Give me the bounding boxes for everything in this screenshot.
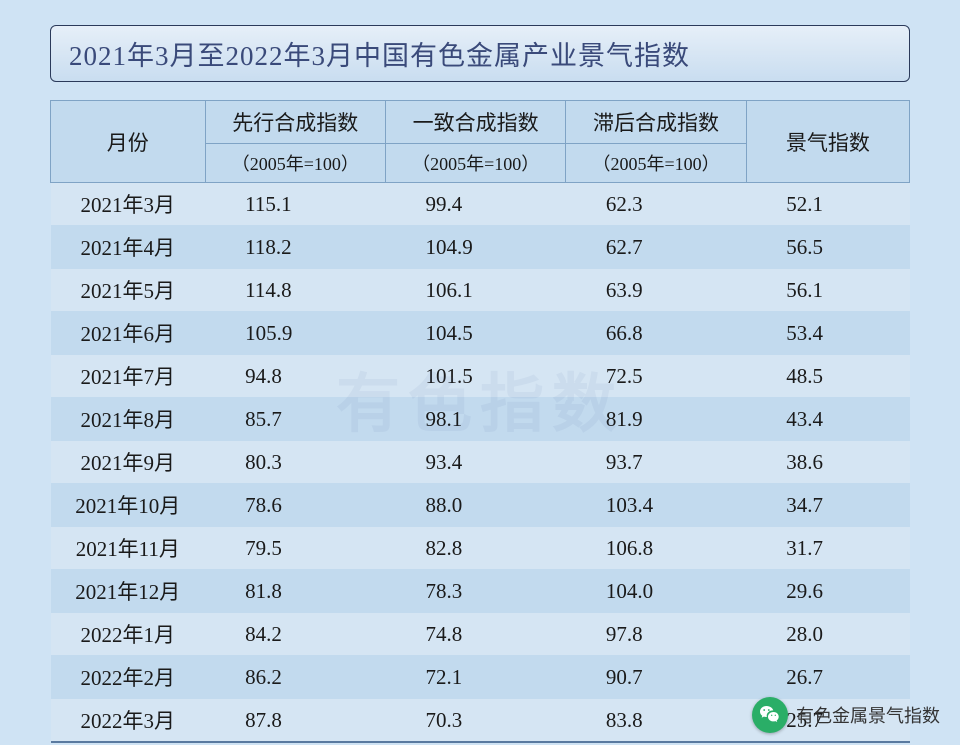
col-leading-base: （2005年=100） xyxy=(205,144,385,183)
footer: 有色金属景气指数 xyxy=(752,697,940,733)
cell-month: 2021年9月 xyxy=(51,441,206,484)
col-leading: 先行合成指数 xyxy=(205,101,385,144)
table-header: 月份 先行合成指数 一致合成指数 滞后合成指数 景气指数 （2005年=100）… xyxy=(51,101,910,183)
cell-month: 2022年3月 xyxy=(51,699,206,743)
cell-lagging: 72.5 xyxy=(566,355,746,398)
col-coincident: 一致合成指数 xyxy=(385,101,565,144)
table-container: 月份 先行合成指数 一致合成指数 滞后合成指数 景气指数 （2005年=100）… xyxy=(50,100,910,743)
title-banner: 2021年3月至2022年3月中国有色金属产业景气指数 xyxy=(50,25,910,82)
cell-coincident: 72.1 xyxy=(385,656,565,699)
cell-leading: 87.8 xyxy=(205,699,385,743)
cell-leading: 114.8 xyxy=(205,269,385,312)
cell-lagging: 90.7 xyxy=(566,656,746,699)
cell-boom: 31.7 xyxy=(746,527,909,570)
cell-lagging: 66.8 xyxy=(566,312,746,355)
table-body: 2021年3月115.199.462.352.12021年4月118.2104.… xyxy=(51,183,910,743)
cell-coincident: 82.8 xyxy=(385,527,565,570)
cell-lagging: 106.8 xyxy=(566,527,746,570)
cell-month: 2021年8月 xyxy=(51,398,206,441)
cell-boom: 28.0 xyxy=(746,613,909,656)
cell-leading: 78.6 xyxy=(205,484,385,527)
cell-month: 2021年7月 xyxy=(51,355,206,398)
cell-leading: 94.8 xyxy=(205,355,385,398)
cell-month: 2021年5月 xyxy=(51,269,206,312)
cell-boom: 38.6 xyxy=(746,441,909,484)
table-row: 2022年2月86.272.190.726.7 xyxy=(51,656,910,699)
cell-month: 2021年3月 xyxy=(51,183,206,226)
wechat-icon xyxy=(752,697,788,733)
cell-leading: 81.8 xyxy=(205,570,385,613)
col-lagging-base: （2005年=100） xyxy=(566,144,746,183)
cell-lagging: 104.0 xyxy=(566,570,746,613)
table-row: 2021年9月80.393.493.738.6 xyxy=(51,441,910,484)
cell-coincident: 104.9 xyxy=(385,226,565,269)
cell-leading: 85.7 xyxy=(205,398,385,441)
cell-boom: 43.4 xyxy=(746,398,909,441)
table-row: 2021年4月118.2104.962.756.5 xyxy=(51,226,910,269)
footer-label: 有色金属景气指数 xyxy=(796,702,940,728)
cell-boom: 26.7 xyxy=(746,656,909,699)
cell-coincident: 70.3 xyxy=(385,699,565,743)
cell-coincident: 88.0 xyxy=(385,484,565,527)
cell-lagging: 93.7 xyxy=(566,441,746,484)
col-coincident-base: （2005年=100） xyxy=(385,144,565,183)
cell-boom: 53.4 xyxy=(746,312,909,355)
cell-coincident: 104.5 xyxy=(385,312,565,355)
cell-month: 2021年10月 xyxy=(51,484,206,527)
table-row: 2021年5月114.8106.163.956.1 xyxy=(51,269,910,312)
cell-lagging: 97.8 xyxy=(566,613,746,656)
cell-leading: 118.2 xyxy=(205,226,385,269)
table-row: 2021年10月78.688.0103.434.7 xyxy=(51,484,910,527)
table-row: 2022年1月84.274.897.828.0 xyxy=(51,613,910,656)
cell-month: 2022年2月 xyxy=(51,656,206,699)
cell-lagging: 62.3 xyxy=(566,183,746,226)
col-month: 月份 xyxy=(51,101,206,183)
table-row: 2021年3月115.199.462.352.1 xyxy=(51,183,910,226)
col-lagging: 滞后合成指数 xyxy=(566,101,746,144)
cell-lagging: 103.4 xyxy=(566,484,746,527)
cell-boom: 48.5 xyxy=(746,355,909,398)
cell-lagging: 81.9 xyxy=(566,398,746,441)
table-row: 2021年12月81.878.3104.029.6 xyxy=(51,570,910,613)
cell-boom: 34.7 xyxy=(746,484,909,527)
cell-boom: 29.6 xyxy=(746,570,909,613)
cell-boom: 56.5 xyxy=(746,226,909,269)
cell-leading: 115.1 xyxy=(205,183,385,226)
table-row: 2021年6月105.9104.566.853.4 xyxy=(51,312,910,355)
index-table: 月份 先行合成指数 一致合成指数 滞后合成指数 景气指数 （2005年=100）… xyxy=(50,100,910,743)
cell-coincident: 99.4 xyxy=(385,183,565,226)
cell-coincident: 106.1 xyxy=(385,269,565,312)
cell-leading: 80.3 xyxy=(205,441,385,484)
cell-month: 2021年4月 xyxy=(51,226,206,269)
cell-boom: 56.1 xyxy=(746,269,909,312)
page-title: 2021年3月至2022年3月中国有色金属产业景气指数 xyxy=(69,41,690,71)
cell-coincident: 78.3 xyxy=(385,570,565,613)
cell-coincident: 93.4 xyxy=(385,441,565,484)
cell-leading: 86.2 xyxy=(205,656,385,699)
cell-leading: 84.2 xyxy=(205,613,385,656)
cell-lagging: 63.9 xyxy=(566,269,746,312)
cell-coincident: 101.5 xyxy=(385,355,565,398)
table-row: 2021年8月85.798.181.943.4 xyxy=(51,398,910,441)
cell-coincident: 98.1 xyxy=(385,398,565,441)
cell-lagging: 62.7 xyxy=(566,226,746,269)
cell-leading: 105.9 xyxy=(205,312,385,355)
cell-month: 2021年11月 xyxy=(51,527,206,570)
cell-boom: 52.1 xyxy=(746,183,909,226)
cell-coincident: 74.8 xyxy=(385,613,565,656)
table-row: 2021年7月94.8101.572.548.5 xyxy=(51,355,910,398)
cell-month: 2022年1月 xyxy=(51,613,206,656)
table-row: 2021年11月79.582.8106.831.7 xyxy=(51,527,910,570)
col-boom: 景气指数 xyxy=(746,101,909,183)
cell-leading: 79.5 xyxy=(205,527,385,570)
cell-month: 2021年6月 xyxy=(51,312,206,355)
cell-month: 2021年12月 xyxy=(51,570,206,613)
cell-lagging: 83.8 xyxy=(566,699,746,743)
